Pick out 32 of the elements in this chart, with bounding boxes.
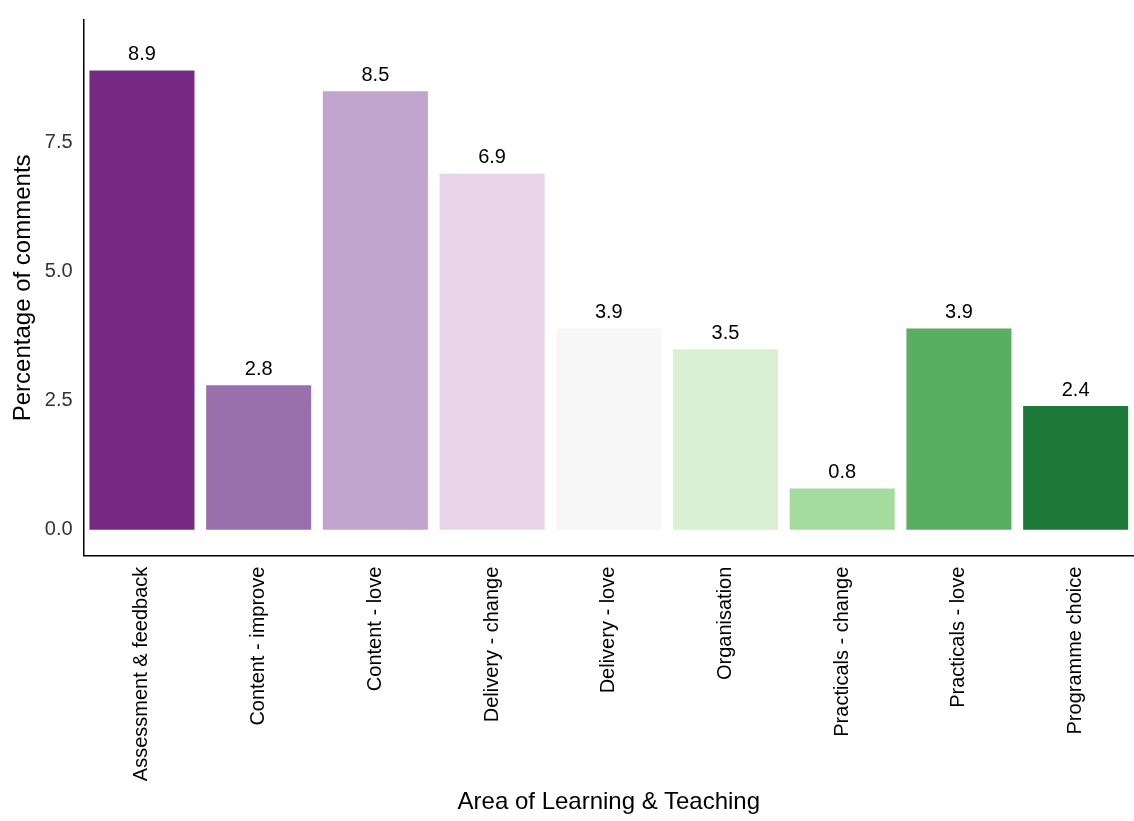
data-label: 3.9: [945, 300, 973, 323]
data-label: 8.9: [128, 42, 156, 65]
y-tick-label: 7.5: [44, 130, 73, 153]
x-tick-label: Content - improve: [246, 566, 269, 726]
x-tick-label: Practicals - change: [829, 566, 852, 737]
x-tick-label: Delivery - change: [479, 566, 502, 723]
bar: [672, 349, 779, 530]
y-tick-label: 5.0: [44, 259, 73, 282]
data-label: 6.9: [478, 145, 506, 168]
x-axis-title: Area of Learning & Teaching: [457, 787, 761, 815]
x-tick-label: Organisation: [713, 566, 736, 681]
y-tick-label: 2.5: [44, 388, 73, 411]
x-tick-label: Delivery - love: [596, 566, 619, 694]
bar: [322, 91, 428, 530]
y-tick-label: 0.0: [44, 517, 73, 540]
x-tick-label: Assessment & feedback: [129, 565, 152, 782]
x-tick-label: Practicals - love: [946, 566, 969, 708]
bar: [89, 70, 195, 530]
x-tick-label: Content - love: [362, 566, 385, 692]
bar: [789, 488, 895, 530]
bar: [439, 173, 545, 530]
bar: [206, 385, 312, 530]
data-label: 2.8: [244, 356, 273, 379]
data-label: 3.9: [594, 300, 623, 323]
data-label: 8.5: [361, 62, 390, 85]
y-axis-title: Percentage of comments: [8, 154, 36, 422]
x-tick-label: Programme choice: [1063, 566, 1086, 735]
bar: [906, 328, 1012, 530]
bar: [1023, 406, 1129, 530]
data-label: 2.4: [1061, 377, 1090, 400]
data-label: 3.5: [711, 320, 740, 343]
data-label: 0.8: [828, 460, 857, 483]
